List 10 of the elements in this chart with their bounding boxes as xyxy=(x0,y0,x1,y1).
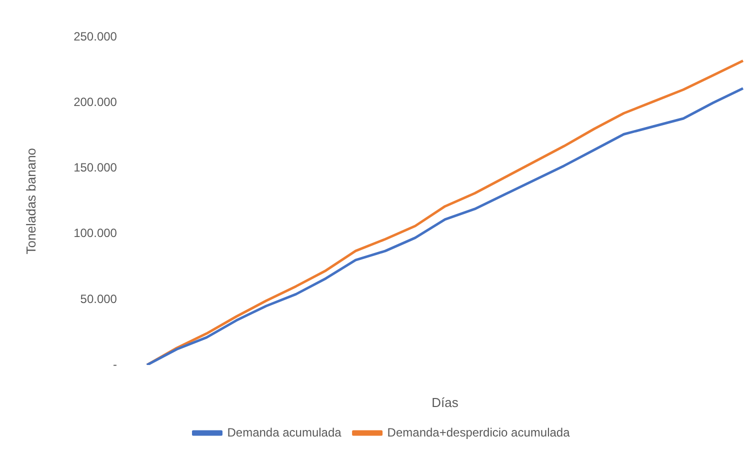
y-axis-title: Toneladas banano xyxy=(23,148,38,254)
y-tick-label: - xyxy=(112,357,117,372)
y-tick-label: 50.000 xyxy=(80,292,118,306)
y-tick-label: 100.000 xyxy=(74,226,118,240)
legend-label: Demanda+desperdicio acumulada xyxy=(387,425,570,440)
legend-label: Demanda acumulada xyxy=(227,425,342,440)
y-tick-label: 150.000 xyxy=(74,160,118,175)
y-tick-label: 200.000 xyxy=(74,95,118,110)
x-axis-title: Días xyxy=(432,394,459,410)
y-tick-label: 250.000 xyxy=(74,30,118,44)
